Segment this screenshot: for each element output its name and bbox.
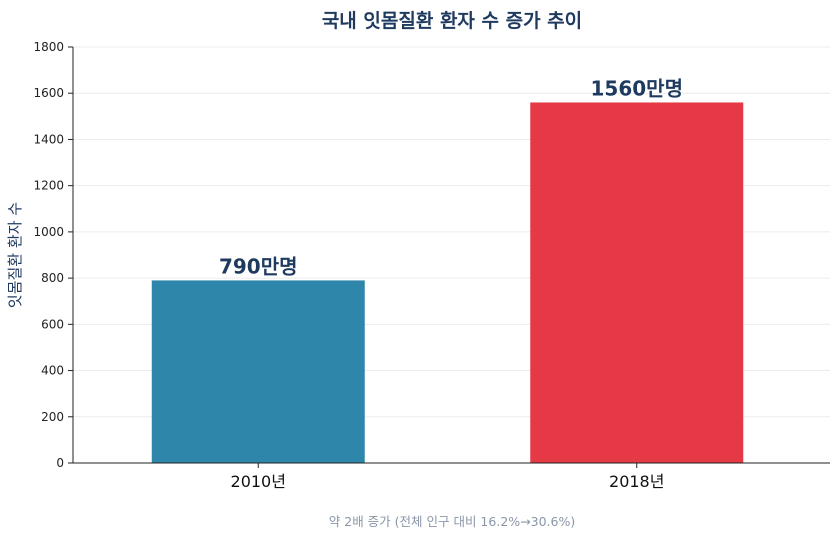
- y-tick-label: 1000: [33, 225, 64, 239]
- footnote: 약 2배 증가 (전체 인구 대비 16.2%→30.6%): [329, 514, 575, 529]
- x-tick-label: 2018년: [609, 472, 664, 491]
- data-labels: 790만명 1560만명: [219, 76, 683, 278]
- y-tick-label: 1600: [33, 86, 64, 100]
- bars: [151, 102, 744, 463]
- y-tick-label: 1400: [33, 132, 64, 146]
- bar: [151, 280, 365, 463]
- y-tick-label: 800: [41, 271, 64, 285]
- x-tick-labels: 2010년 2018년: [231, 463, 664, 491]
- bar: [530, 102, 744, 463]
- x-tick-label: 2010년: [231, 472, 286, 491]
- axes: [72, 47, 830, 464]
- y-tick-label: 400: [41, 364, 64, 378]
- y-axis-label: 잇몸질환 환자 수: [6, 202, 24, 308]
- y-tick-labels: 0 200 400 600 800 1000 1200 1400 1600 1800: [33, 40, 73, 470]
- y-tick-label: 1800: [33, 40, 64, 54]
- y-tick-label: 1200: [33, 179, 64, 193]
- y-tick-label: 0: [56, 456, 64, 470]
- bar-value-label: 1560만명: [591, 76, 683, 100]
- bar-value-label: 790만명: [219, 254, 298, 278]
- y-tick-label: 200: [41, 410, 64, 424]
- y-tick-label: 600: [41, 317, 64, 331]
- chart-title: 국내 잇몸질환 환자 수 증가 추이: [322, 10, 582, 32]
